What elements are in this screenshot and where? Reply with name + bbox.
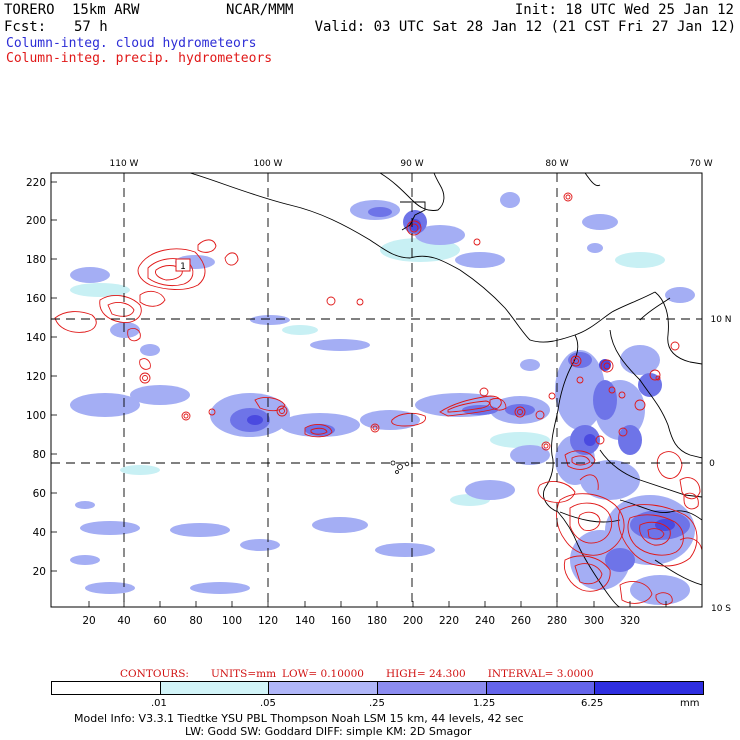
legend-units: mm [680, 698, 700, 709]
x-tick-label: 200 [403, 615, 423, 627]
legend-threshold: .05 [260, 698, 276, 709]
galapagos-islands [390, 460, 410, 474]
contours-label: CONTOURS: [120, 668, 189, 680]
plot-frame [50, 172, 703, 608]
y-tick-label: 60 [33, 488, 46, 500]
x-tick-label: 240 [475, 615, 495, 627]
contours-low: LOW= 0.10000 [282, 668, 364, 680]
field-title-precip: Column-integ. precip. hydrometeors [6, 51, 273, 66]
x-tick-label: 60 [153, 615, 166, 627]
x-tick-label: 120 [258, 615, 278, 627]
x-tick-label: 260 [511, 615, 531, 627]
x-tick-label: 100 [222, 615, 242, 627]
forecast-label: Fcst: [4, 19, 47, 35]
graticule [51, 173, 702, 607]
lon-label: 110 W [110, 159, 139, 169]
forecast-map: 1 220 200 180 160 14 [26, 159, 732, 627]
x-tick-label: 40 [117, 615, 130, 627]
valid-time: Valid: 03 UTC Sat 28 Jan 12 (21 CST Fri … [314, 19, 736, 35]
x-tick-label: 300 [584, 615, 604, 627]
field-title-cloud: Column-integ. cloud hydrometeors [6, 36, 257, 51]
lat-label: 10 S [711, 604, 731, 614]
y-tick-label: 140 [26, 332, 46, 344]
forecast-hour: 57 h [74, 19, 108, 35]
init-time: Init: 18 UTC Wed 25 Jan 12 [514, 2, 734, 18]
x-tick-label: 320 [620, 615, 640, 627]
y-tick-label: 180 [26, 254, 46, 266]
lon-label: 80 W [545, 159, 568, 169]
x-tick-label: 140 [295, 615, 315, 627]
contours-units: UNITS=mm [210, 668, 277, 680]
contour-info: CONTOURS: UNITS=mm LOW= 0.10000 HIGH= 24.30… [120, 668, 616, 680]
y-tick-label: 220 [26, 177, 46, 189]
tick-marks [51, 181, 667, 607]
model-name: TORERO [4, 2, 55, 18]
legend-swatch [269, 682, 379, 694]
legend-swatch [595, 682, 704, 694]
lon-label: 90 W [400, 159, 423, 169]
x-tick-label: 160 [331, 615, 351, 627]
highlight-box [175, 258, 191, 272]
model-info-line1: Model Info: V3.3.1 Tiedtke YSU PBL Thomp… [74, 712, 524, 725]
y-tick-label: 100 [26, 410, 46, 422]
x-tick-label: 220 [439, 615, 459, 627]
precip-contours [54, 192, 702, 605]
y-tick-label: 120 [26, 371, 46, 383]
legend-swatch [52, 682, 161, 694]
legend-threshold: .01 [151, 698, 167, 709]
y-tick-label: 200 [26, 215, 46, 227]
lat-label: 0 [709, 459, 715, 469]
y-tick-label: 160 [26, 293, 46, 305]
highlight-label: 1 [180, 262, 186, 272]
legend-threshold: .25 [369, 698, 385, 709]
coastlines [189, 173, 702, 607]
x-tick-label: 20 [82, 615, 95, 627]
legend-swatch [160, 682, 270, 694]
x-tick-label: 80 [189, 615, 202, 627]
y-tick-label: 80 [33, 449, 46, 461]
lon-label: 70 W [689, 159, 712, 169]
legend-swatch [378, 682, 487, 694]
model-info-line2: LW: Godd SW: Goddard DIFF: simple KM: 2D… [185, 725, 472, 738]
center-name: NCAR/MMM [226, 2, 294, 18]
lat-label: 10 N [710, 315, 731, 325]
legend-threshold: 1.25 [473, 698, 496, 709]
x-tick-label: 280 [547, 615, 567, 627]
x-tick-label: 180 [367, 615, 387, 627]
contours-interval: INTERVAL= 3.0000 [487, 668, 594, 680]
cloud-mid-areas [70, 192, 695, 605]
model-resolution: 15km ARW [72, 2, 140, 18]
y-tick-label: 40 [33, 527, 46, 539]
color-legend [51, 681, 704, 695]
contours-high: HIGH= 24.300 [385, 668, 466, 680]
lon-label: 100 W [254, 159, 283, 169]
y-tick-label: 20 [33, 566, 46, 578]
legend-threshold: 6.25 [581, 698, 604, 709]
legend-swatch [486, 682, 596, 694]
